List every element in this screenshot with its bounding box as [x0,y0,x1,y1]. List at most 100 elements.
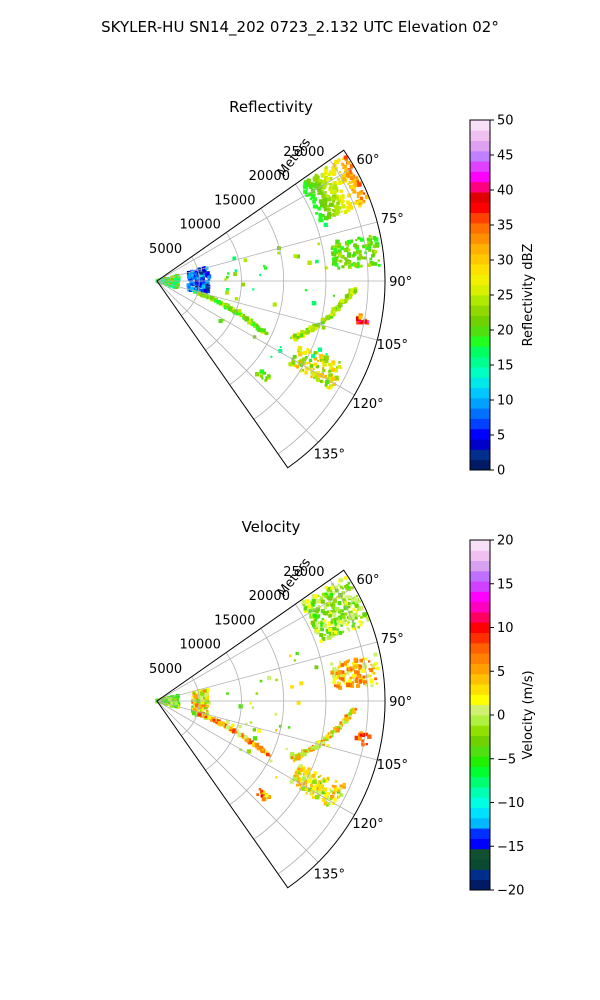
echo-pixel [299,767,304,773]
echo-pixel [354,601,358,605]
echo-pixel [359,658,364,663]
echo-pixel [313,356,318,361]
echo-pixel [325,738,329,742]
echo-pixel [331,312,336,317]
echo-pixel [318,215,323,220]
echo-speckles [218,222,340,359]
echo-pixel [358,666,363,670]
echo-pixel [252,323,256,327]
echo-pixel [331,197,336,202]
echo-pixel [353,596,357,599]
echo-pixel [320,202,325,207]
theta-tick-label: 60° [356,153,379,168]
echo-pixel [341,587,344,590]
echo-pixel [358,600,362,603]
echo-pixel [335,628,339,632]
echo-pixel [318,780,322,784]
echo-pixel [359,255,363,260]
echo-pixel [319,632,324,638]
echo-pixel [343,662,348,666]
radial-gridline [156,280,355,396]
echo-pixel [328,627,333,632]
echo-pixel [335,244,339,248]
echo-pixel [317,192,320,195]
echo-pixel [320,599,325,604]
echo-pixel [197,689,202,694]
echo-pixel [249,702,252,705]
echo-pixel [318,199,324,204]
echo-pixel [305,361,309,365]
echo-pixel [331,591,336,595]
echo-pixel [326,386,330,389]
echo-pixel [342,785,346,789]
echo-pixel [342,601,347,606]
echo-pixel [310,193,314,198]
echo-pixel [333,249,338,254]
echo-pixel [175,693,180,698]
echo-pixel [349,169,352,172]
colorbar-label: Velocity (m/s) [521,670,536,759]
echo-pixel [306,179,311,184]
echo-pixel [353,597,359,603]
echo-pixel [252,736,258,741]
echo-pixel [332,184,337,189]
echo-pixel [311,354,316,359]
echo-pixel [330,310,334,314]
echo-pixel [322,619,327,623]
echo-pixel [351,187,355,191]
radial-gridline [156,641,378,702]
echo-pixel [314,745,319,750]
echo-pixel [340,612,345,617]
echo-pixel [366,616,369,620]
echo-pixel [337,206,342,210]
echo-pixel [347,628,351,632]
echo-pixel [310,606,314,610]
echo-pixel [369,668,374,672]
echo-pixel [304,750,307,754]
echo-pixel [207,278,211,282]
echo-pixel [346,713,350,717]
echo-pixel [358,664,362,668]
echo-pixel [224,278,227,281]
echo-pixel [355,239,358,242]
echo-pixel [341,265,345,269]
echo-pixel [173,695,176,699]
echo-pixel [318,354,323,359]
echo-pixel [324,191,327,194]
colorbar-tick-label: 0 [497,709,505,724]
echo-pixel [310,600,314,604]
echo-pixel [195,274,200,279]
echo-pixel [316,377,320,382]
echo-pixel [300,329,305,335]
echo-pixel [373,250,377,254]
echo-pixel [352,615,355,619]
echo-pixel [317,790,322,795]
echo-pixel [317,371,320,374]
echo-pixel [301,599,306,605]
echo-pixel [314,375,318,380]
echo-pixel [328,376,332,380]
echo-pixel [313,789,316,792]
echo-pixel [361,742,365,747]
echo-pixel [351,179,356,184]
range-ring [229,208,285,386]
echo-pixel [234,269,238,272]
echo-pixel [369,257,373,261]
echo-pixel [308,358,313,362]
echo-pixel [174,277,179,282]
echo-pixel [337,365,342,369]
echo-pixel [204,700,207,703]
echo-pixel [358,315,363,320]
colorbar-swatch [470,622,490,634]
echo-pixel [339,793,343,797]
echo-pixel [225,290,230,295]
echo-pixel [306,187,309,190]
echo-pixel [277,251,280,255]
echo-pixel [189,281,193,284]
echo-pixel [343,257,347,260]
echo-pixel [334,788,338,792]
echo-pixel [324,266,328,270]
echo-pixel [268,374,271,378]
echo-pixel [194,279,199,284]
echo-pixel [261,797,266,802]
